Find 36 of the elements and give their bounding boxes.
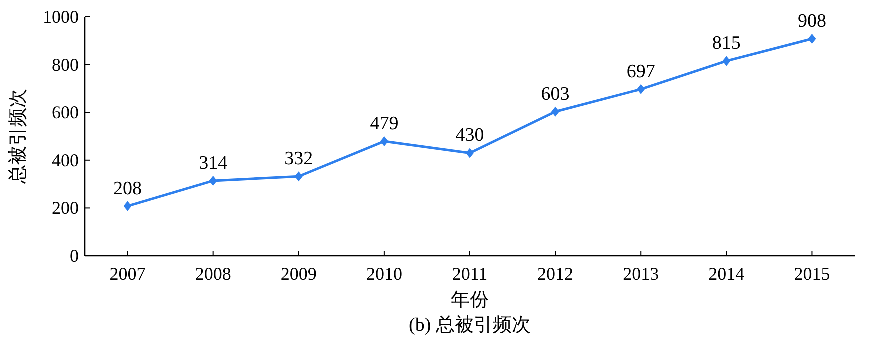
y-tick-label: 200 [52,198,79,218]
point [294,172,303,182]
x-tick-label: 2009 [280,264,317,284]
y-tick-label: 600 [52,102,79,123]
point [722,56,731,66]
data-label: 208 [114,178,142,200]
point [380,136,388,147]
x-tick-label: 2011 [452,264,488,284]
x-tick-label: 2014 [708,264,745,284]
point [124,201,132,212]
data-label: 815 [712,33,741,54]
data-label: 697 [626,61,656,82]
x-tick-label: 2007 [110,264,146,284]
x-tick-label: 2013 [623,264,660,284]
y-tick-label: 800 [52,54,79,75]
y-tick-label: 0 [70,246,79,266]
x-axis-title: 年份 [451,290,489,311]
data-label: 314 [199,152,228,174]
data-label: 479 [370,114,399,135]
text: (b) 总被引频次 [409,315,531,336]
point [808,34,816,44]
point [637,84,646,94]
y-axis-title: 总被引频次 [8,89,29,185]
point [466,148,474,158]
x-tick-label: 2012 [538,264,574,284]
x-tick-label: 2015 [794,264,830,284]
y-tick-label: 1000 [43,7,79,27]
data-label: 908 [798,10,826,32]
data-label: 603 [541,84,570,105]
x-tick-label: 2010 [366,264,402,284]
data-label: 332 [284,148,314,170]
data-label: 430 [456,125,484,146]
point [552,106,560,117]
x-tick-label: 2008 [195,264,232,284]
point [209,176,218,186]
y-tick-label: 400 [52,150,79,170]
